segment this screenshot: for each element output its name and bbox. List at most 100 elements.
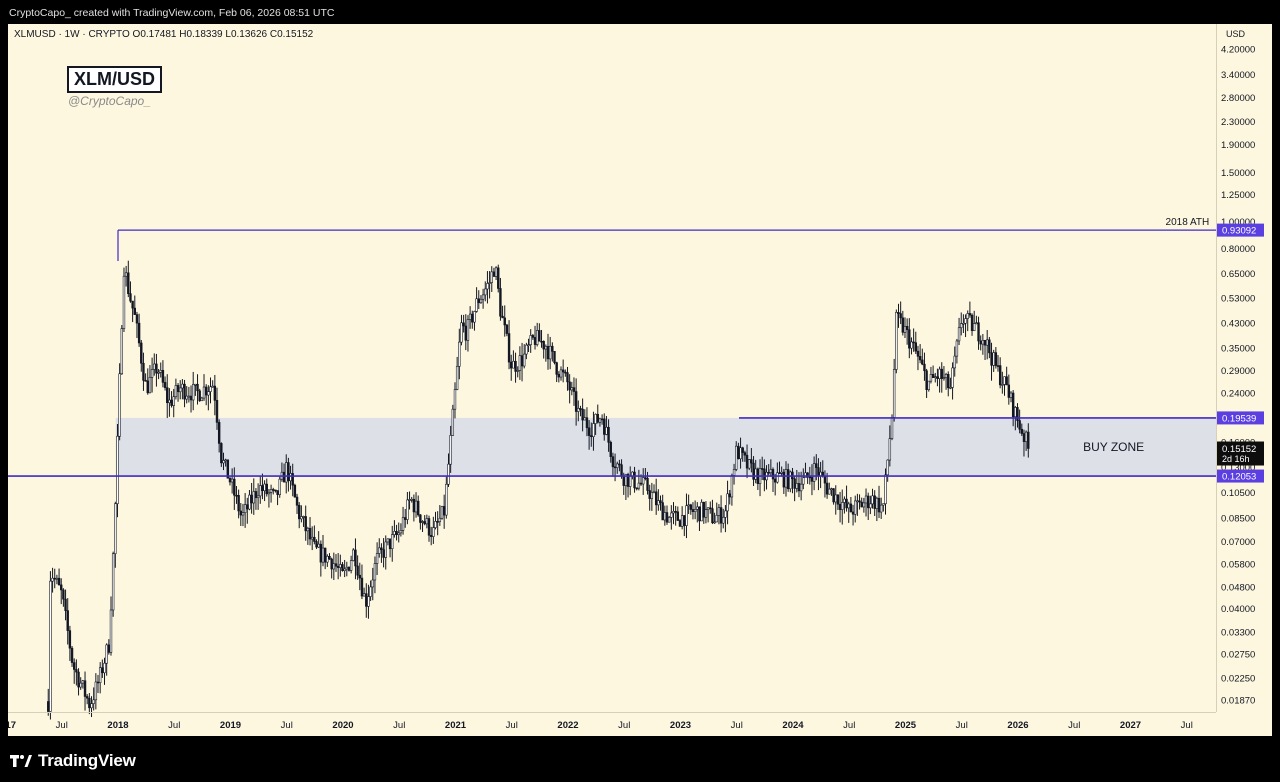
candle-body [795,483,799,489]
tradingview-logo[interactable]: TradingView [10,751,136,771]
candle-body [228,477,232,483]
candle-body [637,482,641,489]
candle-body [516,370,519,372]
candle-body [771,469,775,480]
candle-body [644,477,647,479]
price-tick-label: 0.03300 [1221,627,1255,638]
candle-body [427,518,431,536]
candle-body [642,477,645,485]
candle-body [90,703,93,709]
candle-body [808,476,811,479]
candle-body [910,341,913,349]
price-tick-label: 0.01870 [1221,696,1255,707]
candle-body [888,438,892,461]
candle-body [676,511,680,521]
candle-body [57,577,61,586]
candle-body [726,493,729,512]
candle-body [750,459,753,464]
candle-body [605,426,608,435]
candle-body [609,441,612,457]
candle-body [103,662,106,674]
candle-body [786,469,790,490]
candle-body [438,517,442,522]
candle-body [520,355,524,367]
candle-body [293,484,297,498]
candle-body [994,352,998,366]
price-tick-label: 1.25000 [1221,190,1255,201]
chart-panel[interactable]: 2018 ATH BUY ZONE 4.20000 3.40000 2.80000 2.3… [8,24,1272,736]
candle-body [830,488,833,490]
candle-body [464,325,467,341]
candle-body [246,504,249,510]
candle-body [687,504,690,507]
candle-body [646,477,649,491]
level-price-tag [1217,223,1264,237]
candle-body [871,495,874,505]
candle-body [399,530,403,534]
candle-body [289,473,292,482]
candle-body [962,322,965,325]
candle-body [378,547,381,554]
candle-body [992,352,995,366]
candle-body [849,503,853,513]
candle-body [886,459,889,476]
candle-body [1011,392,1015,418]
candle-body [391,534,394,550]
candle-body [423,521,426,525]
candle-body [101,667,104,674]
candle-body [706,507,710,510]
candle-body [252,491,255,504]
candle-body [825,482,829,495]
candle-body [812,463,816,482]
time-tick-label: Jul [731,720,743,731]
candle-body [51,577,54,582]
candle-body [908,329,911,349]
candle-body [445,483,448,516]
candle-body [131,300,134,309]
candle-body [73,662,76,670]
candle-body [927,380,930,390]
candle-body [304,516,307,532]
candle-body [600,418,604,421]
currency-selector[interactable]: USD [1226,29,1246,39]
candle-body [685,505,688,526]
candle-body [68,630,72,649]
candle-body [566,372,569,383]
candle-body [654,491,658,506]
buy-zone-label: BUY ZONE [1083,440,1144,454]
time-tick-label: Jul [1181,720,1193,731]
candle-body [373,563,377,581]
candle-body [269,489,273,493]
candle-body [492,271,496,277]
candle-body [1007,384,1011,398]
candle-body [150,369,154,378]
header-attribution: CryptoCapo_ created with TradingView.com… [9,7,335,19]
candle-body [261,485,264,492]
candle-body [455,366,459,390]
time-tick-label: 2023 [670,720,691,731]
candle-body [352,549,355,561]
candle-body [417,500,420,516]
candle-body [161,370,165,383]
candle-body [535,330,539,345]
buy-zone [115,417,1216,477]
candle-body [349,560,353,571]
candle-body [678,520,682,527]
candle-body [525,344,528,355]
candle-body [120,328,124,375]
candle-body [371,579,374,588]
candle-body [75,669,78,673]
price-tick-label: 3.40000 [1221,70,1255,81]
candle-body [319,543,323,563]
candle-body [486,283,489,290]
candle-body [300,516,303,520]
price-chart[interactable]: 2018 ATH BUY ZONE 4.20000 3.40000 2.80000 2.3… [8,24,1272,736]
candle-body [414,500,418,513]
candle-body [732,469,736,476]
price-tick-label: 0.80000 [1221,244,1255,255]
candle-body [111,553,115,611]
candle-body [879,504,883,513]
candle-body [233,478,236,496]
candle-body [442,506,446,516]
candle-body [970,314,974,331]
